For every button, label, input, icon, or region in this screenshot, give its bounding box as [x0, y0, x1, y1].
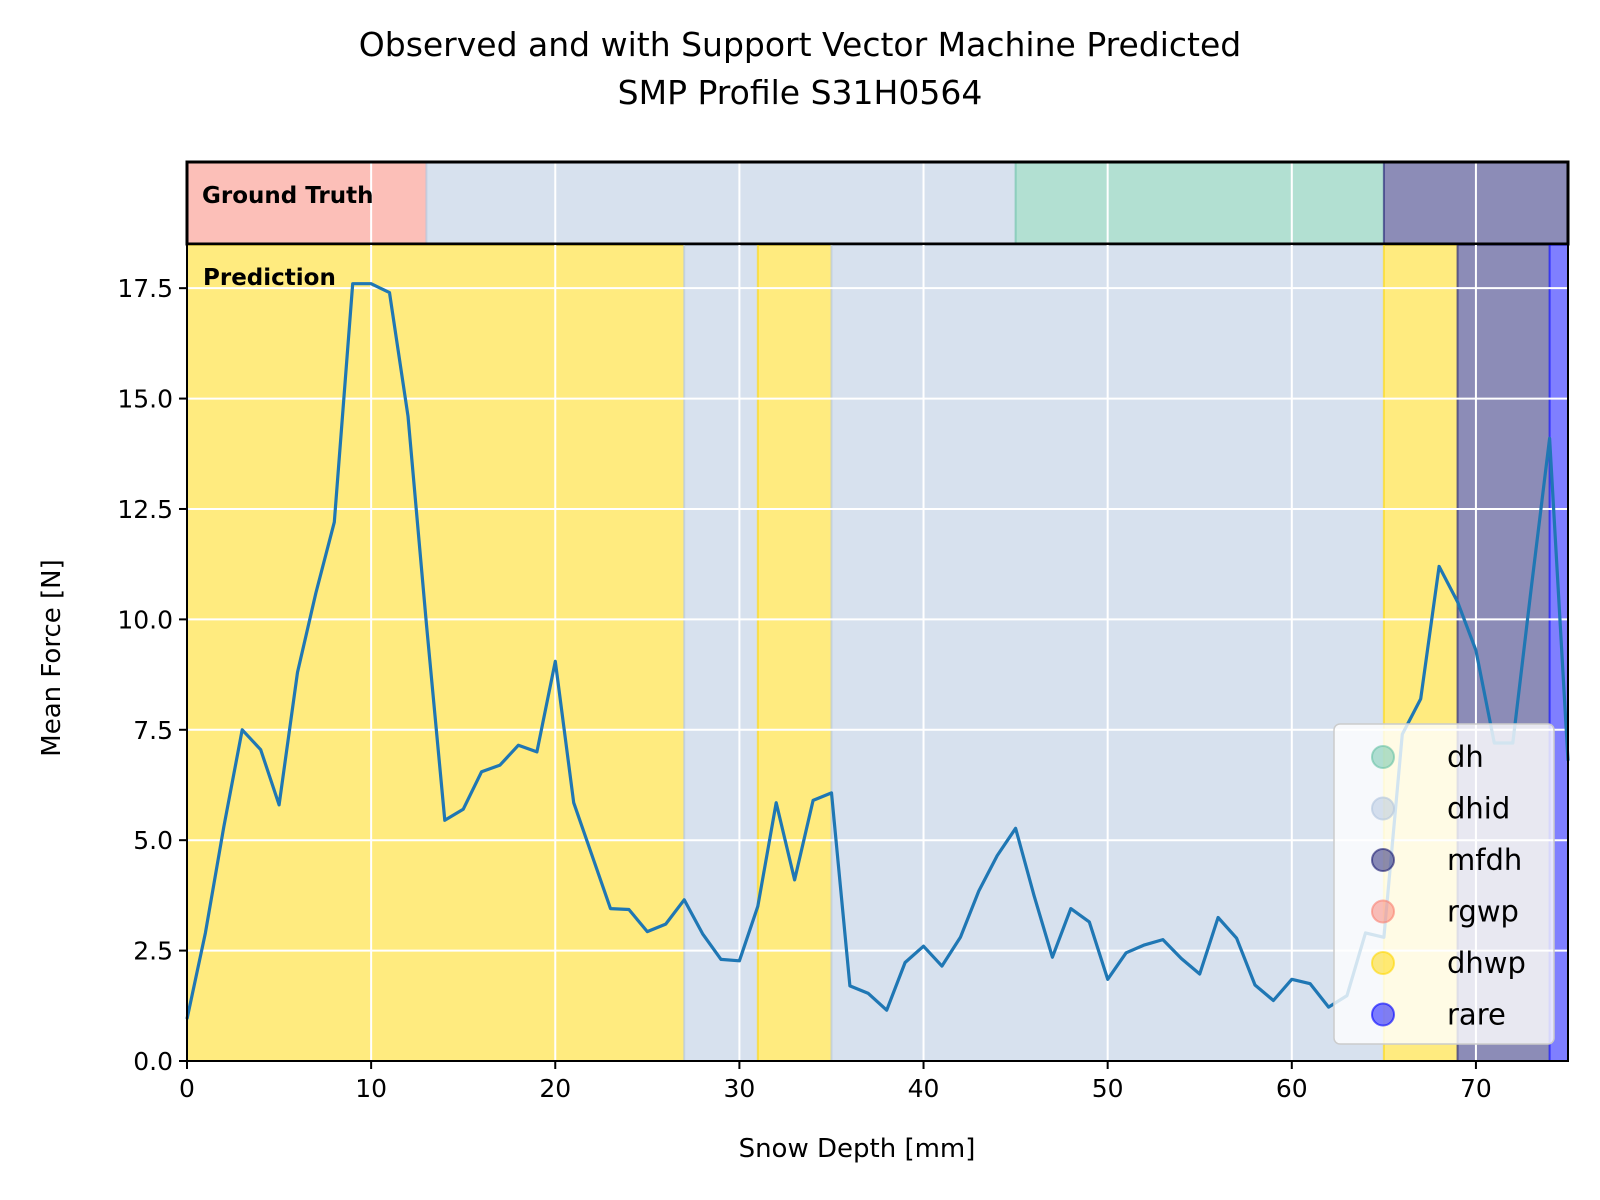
- x-tick-label: 70: [1460, 1074, 1492, 1103]
- y-tick-label: 17.5: [117, 274, 173, 303]
- x-tick-label: 50: [1092, 1074, 1124, 1103]
- legend-entries: dh dhid mfdh rgwp dhwp rare: [1371, 740, 1526, 1032]
- x-tick-label: 30: [723, 1074, 755, 1103]
- ground-truth-band-rgwp: [187, 162, 427, 244]
- x-axis-label: Snow Depth [mm]: [739, 1134, 976, 1164]
- y-tick-label: 5.0: [133, 826, 173, 855]
- y-tick-label: 7.5: [133, 716, 173, 745]
- legend: dh dhid mfdh rgwp dhwp rare: [1333, 723, 1555, 1045]
- y-tick-label: 15.0: [117, 385, 173, 414]
- prediction-band-dhwp: [187, 244, 685, 1061]
- legend-box: [1333, 723, 1555, 1045]
- y-tick-label: 2.5: [133, 937, 173, 966]
- legend-label-rare: rare: [1447, 998, 1506, 1032]
- legend-label-mfdh: mfdh: [1447, 843, 1522, 877]
- x-tick-label: 20: [539, 1074, 571, 1103]
- ground-truth-label: Ground Truth: [202, 183, 374, 209]
- legend-label-dh: dh: [1447, 740, 1484, 774]
- legend-marker-rgwp: [1371, 899, 1395, 924]
- x-axis-ticks: 0 10 20 30 40 50 60 70: [179, 1061, 1492, 1103]
- chart-title: Observed and with Support Vector Machine…: [359, 25, 1241, 64]
- legend-label-rgwp: rgwp: [1447, 895, 1519, 929]
- ground-truth-band-dh: [1015, 162, 1384, 244]
- prediction-band-dhwp: [757, 244, 832, 1061]
- ground-truth-grid: [370, 162, 1477, 244]
- y-tick-label: 0.0: [133, 1047, 173, 1076]
- ground-truth-bands: [187, 162, 1568, 244]
- prediction-panel: Prediction 0 10 20 30 40 50 60 70 0.0 2.5 5.0 7.5 1…: [117, 243, 1570, 1103]
- legend-marker-mfdh: [1371, 848, 1395, 872]
- y-axis-label: Mean Force [N]: [37, 559, 67, 756]
- x-tick-label: 10: [355, 1074, 387, 1103]
- y-axis-ticks: 0.0 2.5 5.0 7.5 10.0 12.5 15.0 17.5: [117, 274, 187, 1076]
- legend-marker-dh: [1371, 745, 1395, 769]
- y-tick-label: 10.0: [117, 605, 173, 634]
- legend-label-dhid: dhid: [1447, 792, 1510, 826]
- ground-truth-band-dhid: [426, 162, 1016, 244]
- x-tick-label: 0: [179, 1074, 195, 1103]
- x-tick-label: 40: [908, 1074, 940, 1103]
- ground-truth-panel: Ground Truth: [185, 160, 1570, 246]
- plot-frame: [186, 243, 1569, 1062]
- x-tick-label: 60: [1276, 1074, 1308, 1103]
- y-tick-label: 12.5: [117, 495, 173, 524]
- legend-label-dhwp: dhwp: [1447, 946, 1526, 980]
- legend-marker-dhwp: [1371, 951, 1395, 975]
- chart-subtitle: SMP Profile S31H0564: [618, 73, 983, 112]
- legend-marker-dhid: [1371, 796, 1395, 821]
- prediction-label: Prediction: [203, 265, 336, 291]
- legend-marker-rare: [1371, 1002, 1395, 1027]
